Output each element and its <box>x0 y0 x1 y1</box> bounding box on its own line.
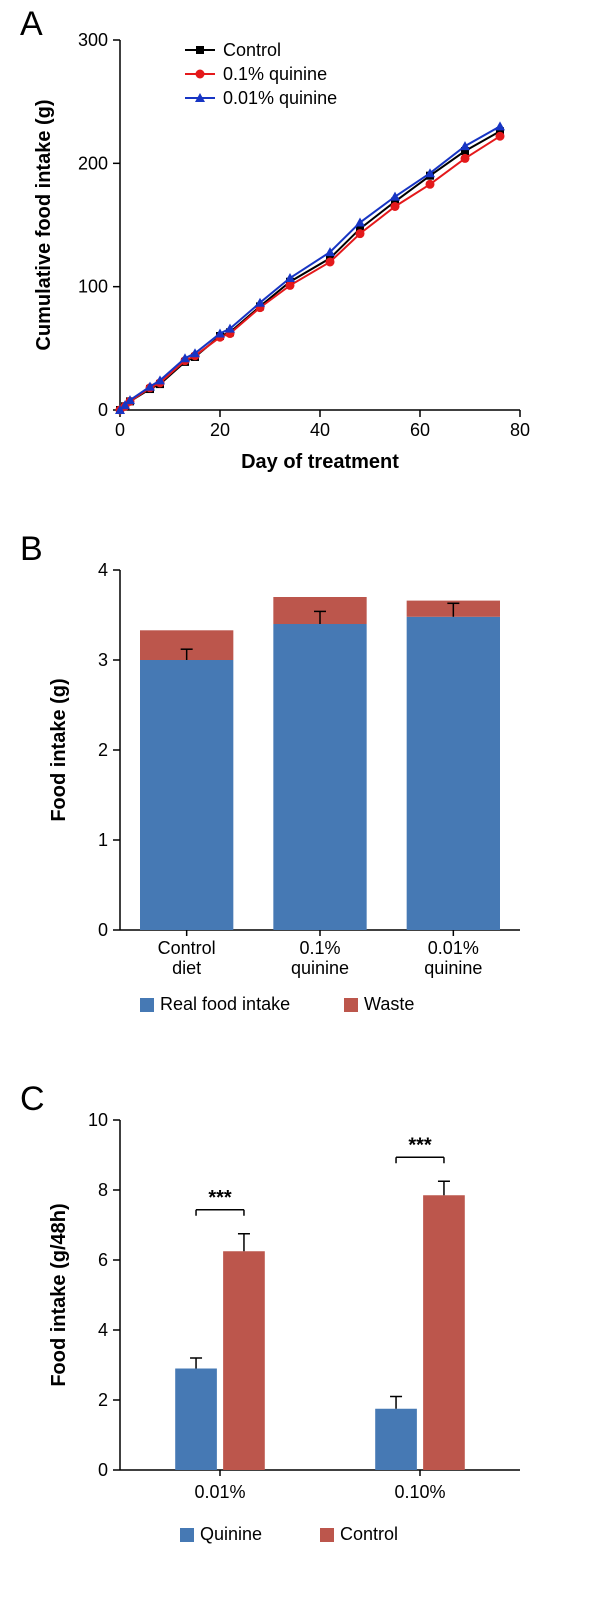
svg-text:100: 100 <box>78 277 108 297</box>
svg-text:Control: Control <box>340 1524 398 1544</box>
svg-text:200: 200 <box>78 153 108 173</box>
svg-text:Cumulative food intake (g): Cumulative food intake (g) <box>33 99 55 350</box>
svg-text:6: 6 <box>98 1250 108 1270</box>
svg-text:20: 20 <box>210 420 230 440</box>
svg-text:0.01%: 0.01% <box>194 1482 245 1502</box>
svg-text:0: 0 <box>98 920 108 940</box>
svg-text:Real food intake: Real food intake <box>160 994 290 1014</box>
svg-text:***: *** <box>208 1187 232 1209</box>
panel-b: B 01234Food intake (g)Controldiet0.1%qui… <box>0 530 600 1040</box>
svg-text:0.10%: 0.10% <box>394 1482 445 1502</box>
panel-a-label: A <box>20 5 43 44</box>
svg-text:quinine: quinine <box>291 958 349 978</box>
svg-text:8: 8 <box>98 1180 108 1200</box>
svg-text:diet: diet <box>172 958 201 978</box>
svg-text:0.1%: 0.1% <box>299 938 340 958</box>
chart-b: 01234Food intake (g)Controldiet0.1%quini… <box>0 530 600 1040</box>
svg-text:2: 2 <box>98 740 108 760</box>
panel-a: A 0 100 200 300 0 20 40 60 80 Day of treatment Cum… <box>0 0 600 490</box>
svg-text:4: 4 <box>98 1320 108 1340</box>
svg-text:10: 10 <box>88 1110 108 1130</box>
svg-text:80: 80 <box>510 420 530 440</box>
svg-text:300: 300 <box>78 30 108 50</box>
panel-c: C 0 2 4 6 8 10 Food intake (g/48h) 0.01% *** 0.10… <box>0 1080 600 1580</box>
svg-text:Food intake (g): Food intake (g) <box>48 678 70 821</box>
svg-text:Control: Control <box>158 938 216 958</box>
svg-text:1: 1 <box>98 830 108 850</box>
svg-text:Food intake (g/48h): Food intake (g/48h) <box>48 1203 70 1386</box>
svg-text:Waste: Waste <box>364 994 414 1014</box>
svg-text:0.01%: 0.01% <box>428 938 479 958</box>
svg-text:2: 2 <box>98 1390 108 1410</box>
svg-text:40: 40 <box>310 420 330 440</box>
svg-text:Quinine: Quinine <box>200 1524 262 1544</box>
svg-text:0: 0 <box>98 1460 108 1480</box>
svg-text:***: *** <box>408 1134 432 1156</box>
svg-text:0.01% quinine: 0.01% quinine <box>223 88 337 108</box>
panel-b-label: B <box>20 530 43 569</box>
svg-text:0: 0 <box>98 400 108 420</box>
svg-text:3: 3 <box>98 650 108 670</box>
chart-a: 0 100 200 300 0 20 40 60 80 Day of treatment Cumul… <box>0 0 600 490</box>
svg-text:4: 4 <box>98 560 108 580</box>
svg-text:Control: Control <box>223 40 281 60</box>
chart-c: 0 2 4 6 8 10 Food intake (g/48h) 0.01% *** 0.10% *… <box>0 1080 600 1580</box>
svg-text:0.1% quinine: 0.1% quinine <box>223 64 327 84</box>
panel-c-label: C <box>20 1080 45 1119</box>
svg-text:quinine: quinine <box>424 958 482 978</box>
svg-text:0: 0 <box>115 420 125 440</box>
svg-text:Day of treatment: Day of treatment <box>241 451 399 473</box>
svg-text:60: 60 <box>410 420 430 440</box>
